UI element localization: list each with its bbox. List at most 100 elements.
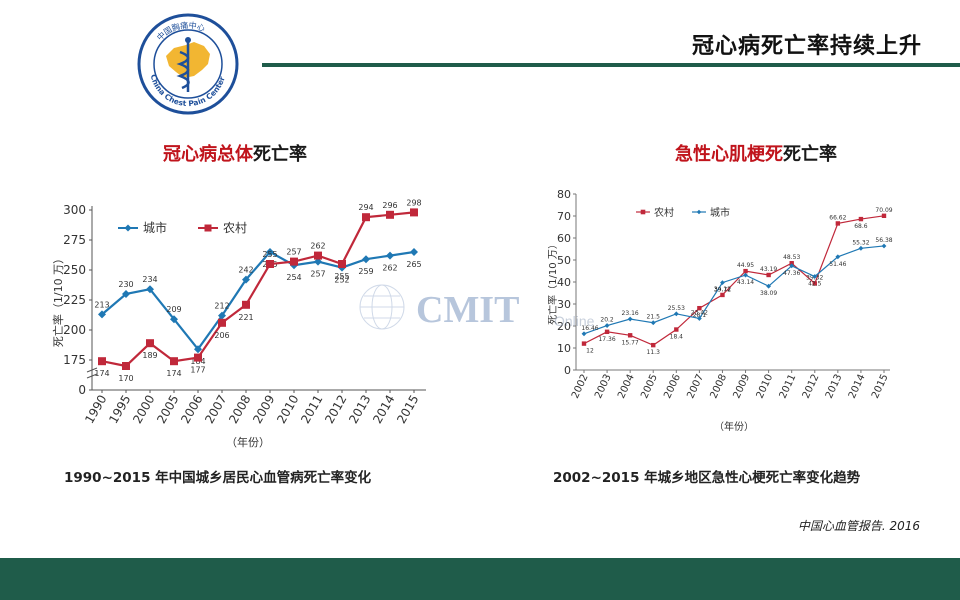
series-line	[101, 250, 415, 352]
x-tick-label: 1995	[106, 393, 133, 426]
data-point	[651, 342, 656, 348]
data-label: 294	[358, 203, 373, 212]
data-point	[789, 263, 795, 269]
data-point	[627, 333, 633, 338]
data-point	[720, 292, 725, 298]
x-tick-label: 2015	[870, 373, 891, 401]
legend-label: 农村	[654, 206, 674, 219]
y-tick-label: 70	[557, 210, 571, 223]
x-tick-label: 2008	[708, 373, 729, 401]
data-label: 39.72	[714, 287, 731, 294]
data-label: 170	[118, 374, 133, 383]
data-label: 213	[94, 300, 109, 309]
data-label: 254	[286, 273, 301, 282]
y-tick-label: 0	[564, 364, 571, 377]
data-point	[674, 327, 679, 332]
data-point	[581, 341, 587, 346]
data-label: 255	[334, 272, 349, 281]
data-point	[743, 272, 748, 278]
data-label: 21.5	[647, 314, 661, 321]
svg-text:Online: Online	[554, 313, 595, 329]
data-label: 189	[142, 351, 157, 360]
data-label: 70.09	[875, 207, 892, 214]
data-point	[338, 260, 346, 268]
series-line	[583, 245, 885, 335]
y-tick-label: 60	[557, 232, 571, 245]
data-point	[581, 331, 587, 337]
y-tick-label: 50	[557, 254, 571, 267]
legend-marker	[204, 224, 212, 232]
y-tick-label: 20	[557, 320, 571, 333]
data-point	[720, 280, 725, 286]
data-point	[386, 210, 394, 219]
data-label: 48.53	[783, 254, 800, 261]
legend: 农村 城市	[636, 206, 730, 219]
data-point	[881, 213, 887, 219]
y-tick-label: 10	[557, 342, 571, 355]
china-chest-pain-center-logo: 中国胸痛中心 China Chest Pain Center	[137, 13, 239, 115]
x-tick-label: 2014	[847, 373, 868, 401]
header-rule	[262, 63, 960, 67]
data-point	[650, 320, 656, 326]
y-tick-label: 30	[557, 298, 571, 311]
y-tick-label: 40	[557, 276, 571, 289]
data-label: 55.32	[852, 239, 869, 246]
data-label: 234	[142, 275, 157, 284]
left-title-dark: 死亡率	[253, 144, 307, 165]
series-line	[583, 215, 885, 346]
data-point	[266, 248, 274, 256]
data-label: 43.19	[760, 266, 777, 273]
data-label: 298	[406, 198, 421, 207]
data-label: 259	[358, 267, 373, 276]
data-label: 11.3	[647, 349, 661, 356]
data-point	[766, 283, 772, 289]
data-label: 23.16	[622, 310, 639, 317]
series-rural: 12 17.36 15.77 11.3 18.4 28.1 34.12 44.95 43.19 4…	[581, 207, 893, 356]
data-label: 177	[190, 366, 205, 375]
data-point	[673, 311, 679, 317]
data-label: 34.12	[714, 286, 731, 293]
data-point	[314, 257, 322, 266]
x-tick-label: 2011	[298, 393, 325, 426]
data-point	[410, 248, 418, 256]
data-point	[242, 300, 250, 309]
data-point	[386, 251, 394, 260]
x-axis-label: （年份）	[714, 420, 754, 433]
x-tick-label: 2010	[755, 373, 776, 401]
x-tick-label: 2014	[370, 393, 397, 426]
data-label: 12	[586, 348, 594, 355]
data-label: 209	[166, 305, 181, 314]
data-point	[835, 254, 841, 260]
series-urban: 213 230 234 209 184 212 242 265 254 257 252 259 262 2…	[94, 248, 422, 366]
data-label: 242	[238, 266, 253, 275]
x-tick-label: 2002	[570, 373, 591, 401]
y-axis-label: 死亡率（1/10 万）	[548, 239, 559, 325]
x-tick-label: 2015	[394, 393, 421, 426]
x-tick-label: 2000	[130, 393, 157, 426]
cmit-watermark: CMIT Online	[359, 284, 595, 331]
data-point	[266, 260, 274, 268]
y-tick-label: 175	[63, 353, 86, 367]
y-tick-label: 300	[63, 203, 86, 217]
axis-break-mark	[86, 367, 98, 379]
x-tick-label: 2013	[346, 393, 373, 426]
legend: 城市 农村	[118, 220, 247, 235]
x-tick-label: 2009	[732, 373, 753, 401]
x-tick-label: 1990	[82, 393, 109, 426]
y-tick-label: 225	[63, 293, 86, 307]
data-label: 44.95	[737, 262, 754, 269]
data-point	[812, 281, 817, 286]
data-label: 47.36	[783, 270, 800, 277]
data-label: 255	[262, 250, 277, 259]
left-title-red: 冠心病总体	[163, 144, 253, 165]
x-tick-label: 2006	[662, 373, 683, 401]
left-chart-title: 冠心病总体死亡率	[163, 140, 307, 166]
data-point	[218, 318, 226, 327]
data-label: 56.38	[875, 237, 892, 244]
right-title-dark: 死亡率	[783, 144, 837, 165]
data-point	[170, 357, 178, 366]
data-label: 257	[310, 270, 325, 279]
data-point	[194, 345, 202, 354]
